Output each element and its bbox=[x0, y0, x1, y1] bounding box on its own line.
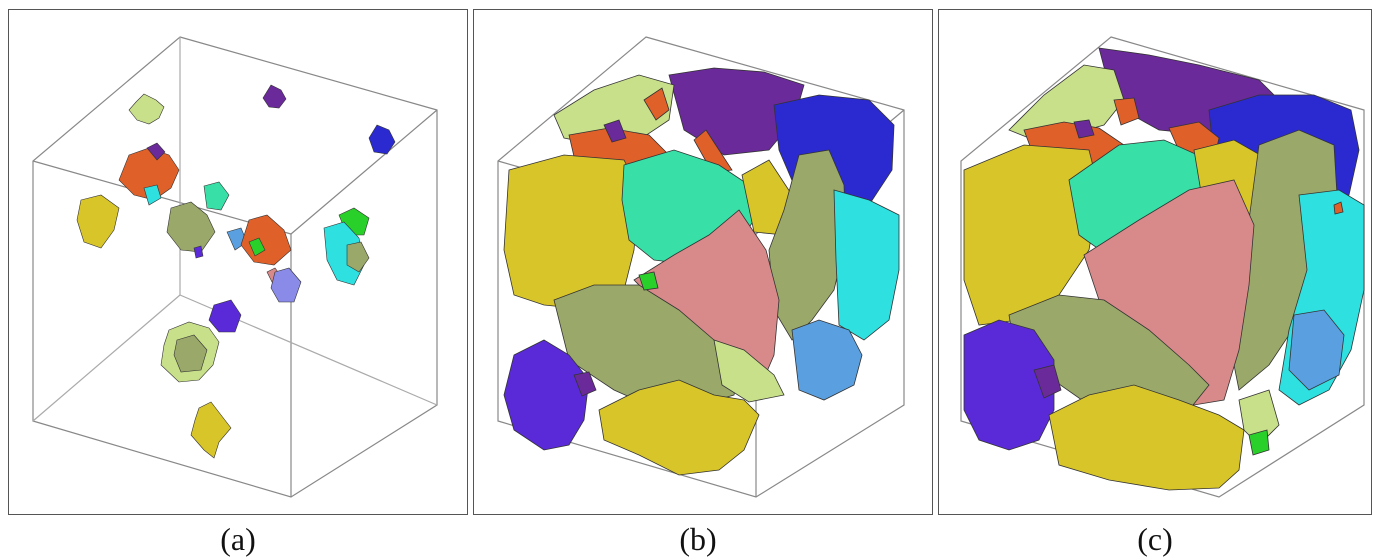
grains-b bbox=[503, 67, 900, 476]
grain-render-c bbox=[960, 36, 1365, 498]
caption-c: (c) bbox=[1137, 521, 1173, 557]
grain-nuclei-a bbox=[76, 84, 396, 459]
simulation-box-a bbox=[32, 36, 438, 498]
simulation-box-c bbox=[960, 36, 1365, 498]
grain-render-a bbox=[32, 36, 438, 498]
caption-b: (b) bbox=[679, 521, 717, 557]
caption-a: (a) bbox=[220, 521, 256, 557]
panel-a bbox=[8, 9, 468, 515]
grain-render-b bbox=[497, 36, 905, 498]
panel-c bbox=[938, 9, 1372, 515]
grains-c bbox=[963, 47, 1365, 491]
panel-b bbox=[473, 9, 933, 515]
